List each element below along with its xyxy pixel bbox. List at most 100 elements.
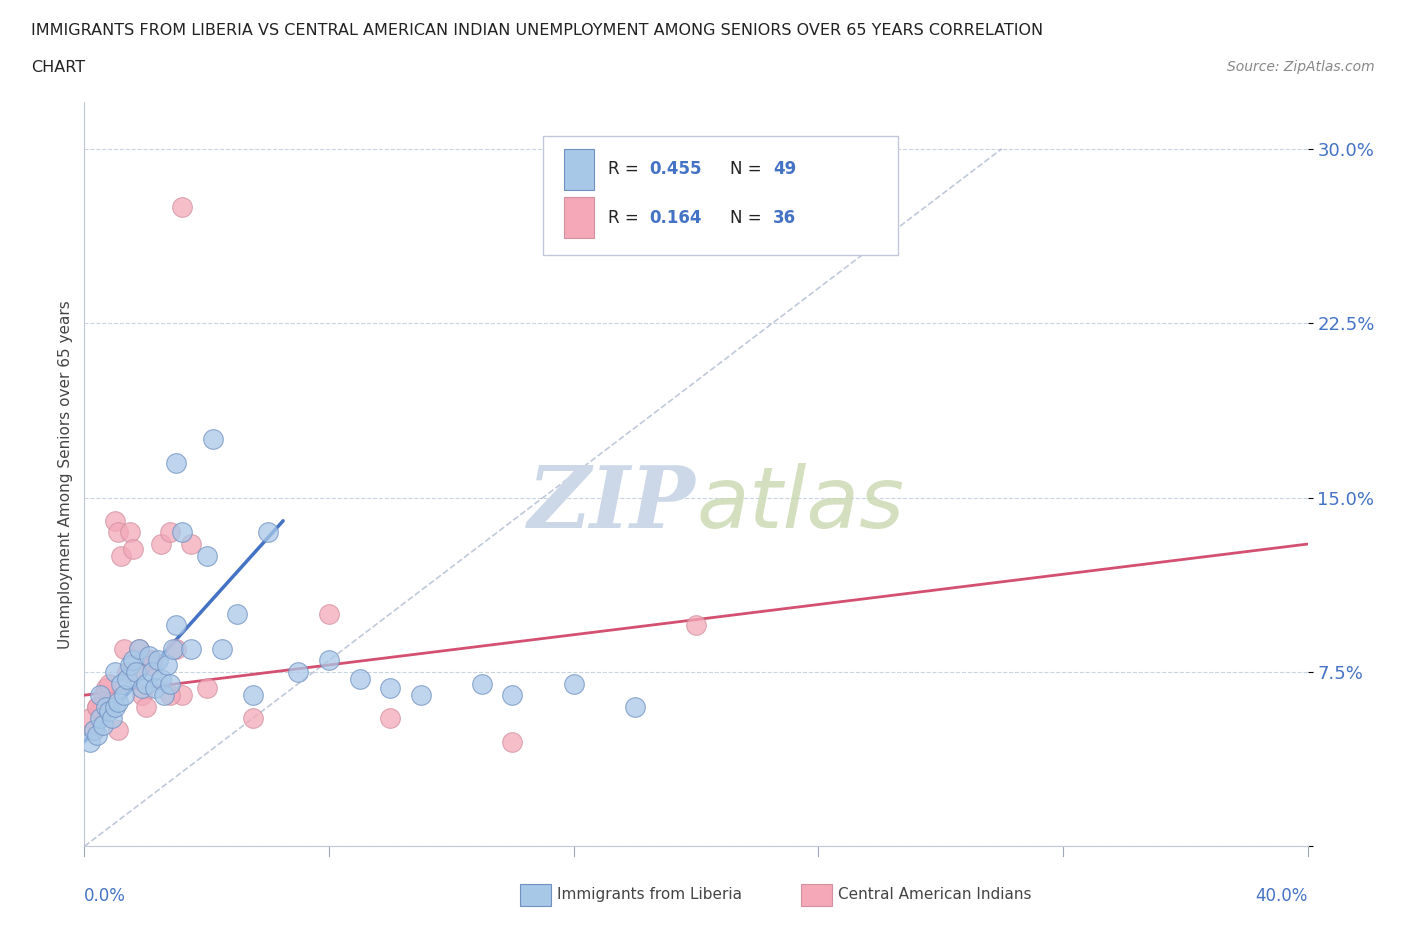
- Point: [685, 618, 707, 633]
- Point: [162, 642, 184, 657]
- Y-axis label: Unemployment Among Seniors over 65 years: Unemployment Among Seniors over 65 years: [58, 300, 73, 649]
- Point: [135, 699, 157, 714]
- Point: [146, 653, 169, 668]
- Point: [107, 525, 129, 539]
- Point: [101, 695, 124, 710]
- Point: [131, 688, 153, 703]
- Point: [97, 676, 120, 691]
- Point: [380, 711, 402, 725]
- Text: R =: R =: [607, 160, 644, 179]
- Text: atlas: atlas: [696, 462, 904, 546]
- Point: [89, 704, 111, 719]
- Point: [149, 537, 172, 551]
- Point: [122, 653, 145, 668]
- Point: [138, 648, 160, 663]
- Point: [79, 735, 101, 750]
- Text: 40.0%: 40.0%: [1256, 887, 1308, 905]
- Point: [201, 432, 224, 447]
- Point: [125, 664, 148, 679]
- Point: [349, 671, 371, 686]
- Point: [143, 681, 166, 696]
- Point: [156, 658, 179, 672]
- Point: [624, 699, 647, 714]
- Text: Source: ZipAtlas.com: Source: ZipAtlas.com: [1227, 60, 1375, 74]
- Text: 0.164: 0.164: [650, 208, 702, 227]
- Text: IMMIGRANTS FROM LIBERIA VS CENTRAL AMERICAN INDIAN UNEMPLOYMENT AMONG SENIORS OV: IMMIGRANTS FROM LIBERIA VS CENTRAL AMERI…: [31, 23, 1043, 38]
- Point: [135, 676, 157, 691]
- Point: [120, 525, 142, 539]
- Point: [211, 642, 233, 657]
- Point: [165, 642, 187, 657]
- Text: Central American Indians: Central American Indians: [838, 887, 1032, 902]
- Point: [79, 711, 101, 725]
- Text: 49: 49: [773, 160, 796, 179]
- Point: [112, 642, 135, 657]
- Point: [101, 711, 124, 725]
- Point: [115, 664, 138, 679]
- Point: [165, 455, 187, 470]
- Point: [128, 642, 150, 657]
- Point: [287, 664, 309, 679]
- Point: [153, 688, 176, 703]
- Point: [180, 537, 202, 551]
- Point: [110, 548, 132, 563]
- Bar: [564, 197, 595, 238]
- Point: [91, 718, 114, 733]
- Point: [107, 695, 129, 710]
- Text: N =: N =: [730, 160, 768, 179]
- Point: [94, 681, 117, 696]
- Point: [141, 664, 163, 679]
- Text: Immigrants from Liberia: Immigrants from Liberia: [557, 887, 742, 902]
- Point: [172, 688, 194, 703]
- Point: [86, 699, 108, 714]
- Point: [562, 676, 585, 691]
- Text: 0.0%: 0.0%: [84, 887, 127, 905]
- Point: [242, 711, 264, 725]
- Point: [83, 723, 105, 737]
- Point: [120, 658, 142, 672]
- Point: [242, 688, 264, 703]
- Point: [86, 699, 108, 714]
- Point: [122, 541, 145, 556]
- Point: [110, 676, 132, 691]
- Bar: [564, 149, 595, 190]
- Point: [104, 513, 127, 528]
- Point: [165, 618, 187, 633]
- Point: [89, 711, 111, 725]
- Point: [141, 653, 163, 668]
- Point: [172, 200, 194, 215]
- Point: [180, 642, 202, 657]
- Point: [131, 681, 153, 696]
- Point: [159, 676, 181, 691]
- Point: [112, 688, 135, 703]
- Point: [195, 681, 218, 696]
- Text: 36: 36: [773, 208, 796, 227]
- Point: [97, 704, 120, 719]
- Point: [380, 681, 402, 696]
- Text: R =: R =: [607, 208, 644, 227]
- Point: [91, 688, 114, 703]
- Point: [104, 699, 127, 714]
- Text: N =: N =: [730, 208, 768, 227]
- Point: [195, 548, 218, 563]
- Point: [107, 723, 129, 737]
- Text: CHART: CHART: [31, 60, 84, 75]
- Text: ZIP: ZIP: [529, 462, 696, 546]
- Point: [104, 664, 127, 679]
- Point: [94, 699, 117, 714]
- Point: [141, 658, 163, 672]
- Point: [318, 653, 340, 668]
- Point: [125, 664, 148, 679]
- Point: [159, 688, 181, 703]
- Point: [159, 525, 181, 539]
- Point: [86, 727, 108, 742]
- Point: [471, 676, 494, 691]
- Point: [149, 671, 172, 686]
- Point: [226, 606, 249, 621]
- Point: [502, 688, 524, 703]
- Point: [502, 735, 524, 750]
- Point: [128, 642, 150, 657]
- Point: [257, 525, 280, 539]
- Point: [409, 688, 432, 703]
- Text: 0.455: 0.455: [650, 160, 702, 179]
